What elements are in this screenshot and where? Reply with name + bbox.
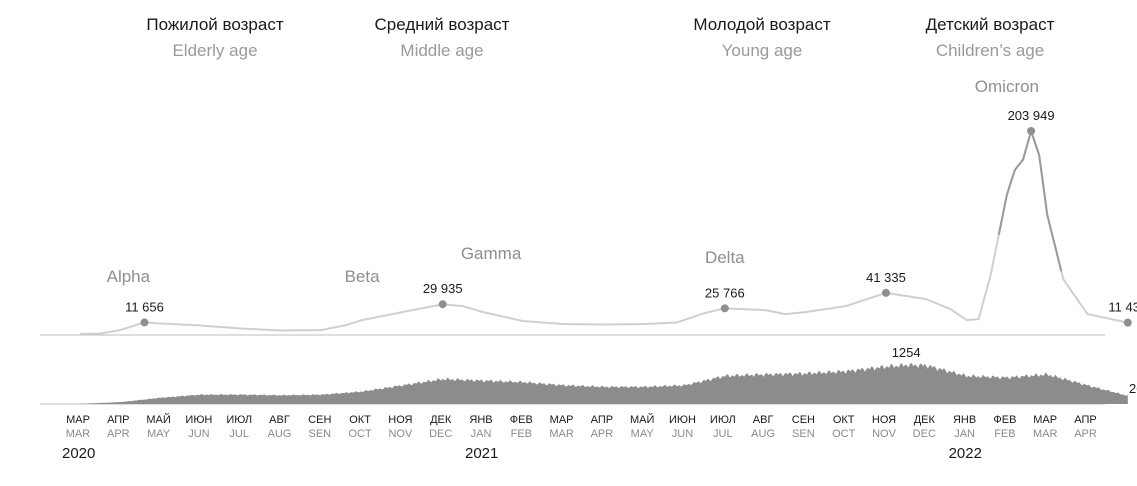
period-title-en: Middle age — [400, 41, 483, 60]
month-tick-en: MAY — [147, 428, 171, 440]
peak-marker — [1123, 318, 1132, 327]
month-tick-en: APR — [1074, 428, 1097, 440]
month-tick-en: MAY — [631, 428, 655, 440]
peak-value-label: 41 335 — [866, 270, 906, 285]
variant-label: Beta — [345, 267, 381, 286]
month-tick-ru: ЯНВ — [469, 414, 492, 426]
month-tick-en: JUL — [713, 428, 733, 440]
month-tick-en: SEN — [308, 428, 331, 440]
month-tick-ru: АПР — [107, 414, 129, 426]
year-label: 2022 — [949, 445, 982, 462]
peak-value-label: 29 935 — [423, 281, 463, 296]
peak-value-label: 11 432 — [1108, 300, 1137, 315]
month-tick-en: MAR — [549, 428, 574, 440]
period-title-ru: Средний возраст — [375, 15, 510, 34]
month-tick-en: SEN — [792, 428, 815, 440]
month-tick-ru: ФЕВ — [993, 414, 1016, 426]
month-tick-en: JUN — [188, 428, 209, 440]
month-tick-ru: ДЕК — [430, 414, 452, 426]
month-tick-ru: АПР — [1074, 414, 1096, 426]
omicron-peak-line — [997, 127, 1063, 272]
month-tick-ru: ДЕК — [914, 414, 936, 426]
year-label: 2020 — [62, 445, 95, 462]
month-tick-ru: ОКТ — [833, 414, 855, 426]
month-tick-en: MAR — [66, 428, 91, 440]
variant-label: Alpha — [107, 267, 151, 286]
month-tick-ru: АВГ — [753, 414, 774, 426]
month-tick-en: AUG — [268, 428, 292, 440]
month-tick-ru: АПР — [591, 414, 613, 426]
month-tick-ru: НОЯ — [388, 414, 412, 426]
month-tick-en: DEC — [913, 428, 936, 440]
x-axis: МАР MAR АПР APR МАЙ MAY ИЮН JUN ИЮЛ JUL АВГ AUG СЕН S… — [62, 413, 1097, 462]
deaths-area — [80, 363, 1128, 404]
month-tick-ru: МАР — [550, 414, 574, 426]
month-tick-ru: ИЮЛ — [710, 414, 736, 426]
month-tick-ru: ИЮН — [669, 414, 696, 426]
lower-chart: 1254 261 — [40, 345, 1137, 405]
area-value-label: 1254 — [892, 345, 921, 360]
peak-marker — [140, 318, 149, 327]
month-tick-en: JAN — [954, 428, 975, 440]
peak-marker — [438, 300, 447, 309]
month-tick-ru: НОЯ — [872, 414, 896, 426]
month-tick-en: MAR — [1033, 428, 1058, 440]
month-tick-en: FEB — [994, 428, 1015, 440]
variant-label: Gamma — [461, 244, 522, 263]
peak-marker — [882, 288, 890, 297]
new-cases-line — [80, 127, 1128, 335]
upper-chart: 11 656 29 935 25 766 41 335 203 949 11 432 Alp… — [40, 77, 1137, 336]
peak-value-label: 25 766 — [705, 285, 745, 300]
month-tick-en: APR — [107, 428, 130, 440]
variant-label: Delta — [705, 248, 745, 267]
month-tick-ru: ЯНВ — [953, 414, 976, 426]
month-tick-ru: МАР — [66, 414, 90, 426]
month-tick-en: APR — [591, 428, 614, 440]
month-tick-en: JUN — [672, 428, 693, 440]
month-tick-en: NOV — [872, 428, 897, 440]
month-tick-en: NOV — [388, 428, 413, 440]
peak-marker — [720, 304, 729, 313]
year-label: 2021 — [465, 445, 498, 462]
month-tick-ru: МАЙ — [146, 413, 170, 426]
month-tick-en: AUG — [751, 428, 775, 440]
month-tick-en: JUL — [229, 428, 249, 440]
month-tick-ru: ФЕВ — [510, 414, 533, 426]
peak-marker — [1027, 127, 1036, 135]
month-tick-ru: ОКТ — [349, 414, 371, 426]
month-tick-en: OCT — [832, 428, 856, 440]
month-tick-en: DEC — [429, 428, 452, 440]
period-title-ru: Детский возраст — [926, 15, 1055, 34]
month-tick-ru: МАР — [1033, 414, 1057, 426]
month-tick-en: FEB — [511, 428, 532, 440]
period-title-en: Children’s age — [936, 41, 1044, 60]
month-tick-en: JAN — [471, 428, 492, 440]
period-title-en: Elderly age — [172, 41, 257, 60]
month-tick-ru: МАЙ — [630, 413, 654, 426]
variant-label: Omicron — [975, 77, 1039, 96]
period-title-ru: Молодой возраст — [693, 15, 831, 34]
month-tick-en: OCT — [348, 428, 372, 440]
peak-value-label: 11 656 — [125, 299, 164, 314]
month-tick-ru: ИЮН — [185, 414, 212, 426]
month-tick-ru: СЕН — [308, 414, 331, 426]
peak-value-label: 203 949 — [1008, 108, 1055, 123]
month-tick-ru: ИЮЛ — [226, 414, 252, 426]
area-value-label: 261 — [1129, 381, 1137, 396]
period-headers: Пожилой возраст Elderly age Средний возрас… — [146, 15, 1054, 60]
period-title-ru: Пожилой возраст — [146, 15, 283, 34]
month-tick-ru: СЕН — [792, 414, 815, 426]
month-tick-ru: АВГ — [269, 414, 290, 426]
period-title-en: Young age — [722, 41, 803, 60]
